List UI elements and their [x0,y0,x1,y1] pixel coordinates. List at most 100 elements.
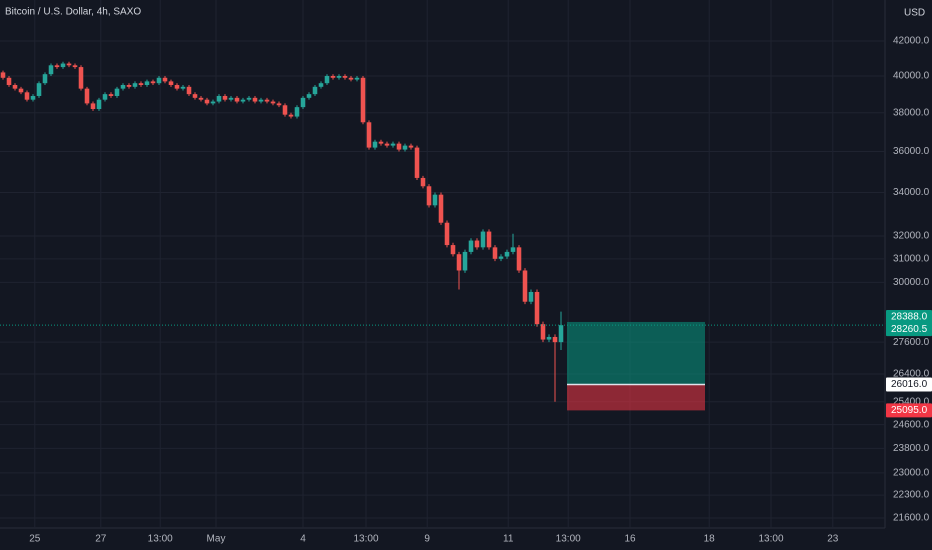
candle-body [192,94,198,98]
x-tick-label: 13:00 [353,534,378,545]
candle-body [522,270,528,302]
candle-body [438,194,444,223]
candle-body [492,247,498,259]
candle-body [360,77,366,123]
candle-body [390,143,396,146]
candle-body [486,231,492,248]
candle-body [48,65,54,75]
candle-body [36,83,42,96]
price-badge-label: 28260.5 [891,324,928,335]
y-tick-label: 21600.0 [893,513,930,524]
candle-body [306,94,312,98]
y-tick-label: 36000.0 [893,146,930,157]
candle-body [426,186,432,206]
candle-body [144,81,150,86]
candle-body [6,77,12,86]
candle-body [270,101,276,104]
candle-body [66,63,72,66]
candle-body [510,247,516,252]
price-badge-label: 25095.0 [891,405,928,416]
candle-body [480,231,486,248]
candle-body [396,143,402,150]
candle-body [288,114,294,117]
candle-body [204,99,210,104]
candle-body [282,105,288,115]
y-tick-label: 34000.0 [893,187,930,198]
candle-body [162,77,168,82]
candle-body [378,141,384,144]
y-tick-label: 23800.0 [893,443,930,454]
x-tick-label: 18 [704,534,716,545]
x-tick-label: 13:00 [556,534,581,545]
profit-zone [567,321,705,385]
candle-body [114,88,120,96]
candle-body [498,256,504,259]
candle-body [0,72,6,78]
candle-body [234,97,240,102]
candle-body [222,95,228,100]
candle-body [324,75,330,84]
candle-body [264,99,270,102]
candle-body [42,74,48,84]
y-tick-label: 25400.0 [893,396,930,407]
y-tick-label: 26400.0 [893,369,930,380]
candle-body [462,251,468,271]
y-tick-label: 30000.0 [893,277,930,288]
x-tick-label: 9 [424,534,430,545]
y-tick-label: 31000.0 [893,253,930,264]
y-tick-label: 23000.0 [893,468,930,479]
axes: 42000.0 40000.0 38000.0 36000.0 34000.0 32000… [29,36,932,545]
candle-body [96,99,102,110]
price-badge-label: 26016.0 [891,379,928,390]
candle-body [516,247,522,271]
candle-body [546,336,552,340]
candle-body [504,251,510,257]
x-tick-label: 13:00 [758,534,783,545]
candle-body [372,141,378,148]
candle-body [18,88,24,93]
candle-body [450,245,456,255]
plot [0,61,885,411]
candle-body [210,101,216,104]
candle-body [420,177,426,187]
candle-body [168,81,174,86]
candle-body [312,86,318,95]
candle-body [120,85,126,89]
candle-body [444,222,450,246]
candle-body [300,97,306,108]
currency-label[interactable]: USD [904,8,925,19]
x-tick-label: May [207,534,226,545]
candle-body [12,85,18,89]
x-tick-label: 11 [503,534,514,545]
candle-body [318,83,324,87]
candle-body [72,65,78,68]
candle-body [276,103,282,106]
candle-body [30,95,36,100]
candle-body [108,94,114,96]
price-badge [886,377,932,392]
x-tick-label: 27 [95,534,107,545]
x-tick-label: 4 [300,534,306,545]
y-tick-label: 40000.0 [893,71,930,82]
price-badge-label: 28388.0 [891,312,928,323]
candle-body [468,240,474,252]
candle-body [198,97,204,100]
candle-body [402,145,408,150]
candle-body [216,95,222,102]
candle-body [138,83,144,86]
candle-body [330,75,336,78]
candle-body [90,103,96,110]
price-badge [886,322,932,337]
x-tick-label: 25 [29,534,41,545]
candle-body [540,324,546,340]
loss-zone [567,384,705,411]
x-tick-label: 23 [827,534,839,545]
candle-body [174,85,180,89]
x-tick-label: 16 [624,534,636,545]
candle-body [558,325,564,343]
candle-body [258,99,264,102]
candle-body [228,97,234,100]
